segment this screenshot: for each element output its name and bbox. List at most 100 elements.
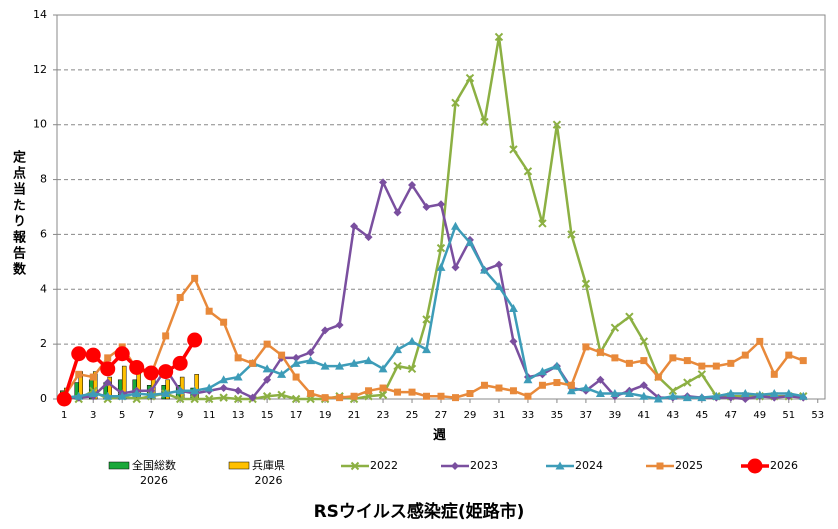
marker — [682, 393, 692, 402]
marker — [335, 320, 344, 329]
marker — [350, 222, 359, 231]
marker — [292, 353, 301, 362]
marker — [233, 372, 243, 381]
marker — [262, 392, 272, 401]
marker — [393, 345, 403, 354]
marker — [219, 375, 229, 384]
legend: 全国総数 2026 兵庫県 2026 2022 2023 2024 2025 2026 — [0, 458, 838, 494]
marker — [523, 167, 533, 176]
x-tick-label: 53 — [811, 410, 824, 421]
marker — [610, 389, 620, 398]
marker — [450, 221, 460, 230]
x-tick-label: 19 — [319, 410, 332, 421]
legend-swatch — [228, 461, 250, 470]
marker — [292, 373, 300, 381]
marker — [335, 361, 345, 370]
y-axis-label: 定点当たり報告数 — [10, 150, 25, 278]
marker — [365, 387, 373, 395]
marker — [437, 200, 445, 209]
marker — [129, 359, 145, 375]
marker — [393, 361, 402, 371]
marker — [437, 392, 445, 400]
x-tick-label: 45 — [695, 410, 708, 421]
line — [64, 36, 804, 401]
marker — [291, 358, 301, 367]
x-tick-label: 7 — [148, 410, 154, 421]
x-tick-label: 47 — [724, 410, 737, 421]
marker — [336, 394, 344, 402]
marker — [233, 394, 243, 404]
marker — [205, 307, 213, 315]
marker — [494, 282, 504, 291]
marker — [436, 243, 446, 253]
marker — [248, 393, 257, 402]
marker — [408, 181, 417, 190]
x-tick-label: 39 — [609, 410, 622, 421]
marker — [422, 203, 431, 211]
marker — [509, 145, 518, 154]
legend-label: 2026 — [770, 459, 798, 472]
marker — [191, 274, 199, 282]
x-tick-label: 35 — [551, 410, 564, 421]
legend-label: 兵庫県 2026 — [252, 459, 285, 487]
x-tick-label: 37 — [580, 410, 593, 421]
marker — [379, 178, 388, 187]
marker — [465, 73, 475, 83]
marker — [465, 238, 475, 247]
marker — [480, 381, 488, 389]
bar — [92, 371, 98, 400]
marker — [784, 389, 794, 398]
marker — [143, 365, 159, 381]
legend-swatch — [108, 461, 130, 470]
marker — [350, 461, 360, 471]
marker — [176, 294, 184, 302]
marker — [103, 378, 112, 387]
legend-swatch-box — [108, 461, 130, 470]
legend-swatch — [546, 461, 574, 470]
marker — [756, 337, 764, 345]
marker — [567, 230, 576, 239]
x-tick-label: 5 — [119, 410, 125, 421]
marker — [100, 361, 116, 377]
marker — [117, 391, 127, 400]
marker — [161, 389, 171, 398]
x-tick-label: 29 — [464, 410, 477, 421]
marker — [567, 381, 575, 389]
legend-label: 2023 — [470, 459, 498, 472]
marker — [423, 392, 431, 400]
marker — [624, 389, 634, 398]
marker — [277, 369, 287, 378]
x-tick-label: 9 — [177, 410, 183, 421]
marker — [364, 233, 373, 242]
marker — [56, 391, 72, 407]
marker — [393, 208, 402, 217]
marker — [669, 354, 677, 362]
legend-item: 2026 — [740, 458, 798, 474]
marker — [785, 351, 793, 359]
legend-item: 全国総数 2026 — [108, 458, 176, 488]
marker — [104, 354, 112, 362]
marker — [595, 389, 605, 398]
chart-title: RSウイルス感染症(姫路市) — [313, 502, 525, 522]
marker — [552, 120, 562, 129]
marker — [75, 370, 83, 378]
marker — [451, 394, 459, 402]
marker — [74, 391, 84, 400]
x-tick-label: 15 — [261, 410, 274, 421]
marker — [407, 364, 417, 374]
marker — [103, 391, 113, 400]
legend-swatch — [341, 461, 369, 471]
marker — [538, 381, 546, 389]
marker — [263, 340, 271, 348]
y-tick-label: 2 — [40, 337, 47, 350]
marker — [712, 362, 720, 370]
marker — [278, 351, 286, 359]
marker — [321, 326, 330, 335]
marker — [408, 388, 416, 396]
marker — [85, 347, 101, 363]
marker — [654, 373, 662, 381]
marker — [538, 219, 547, 228]
x-axis-label: 週 — [433, 428, 447, 443]
y-tick-label: 6 — [40, 227, 47, 240]
